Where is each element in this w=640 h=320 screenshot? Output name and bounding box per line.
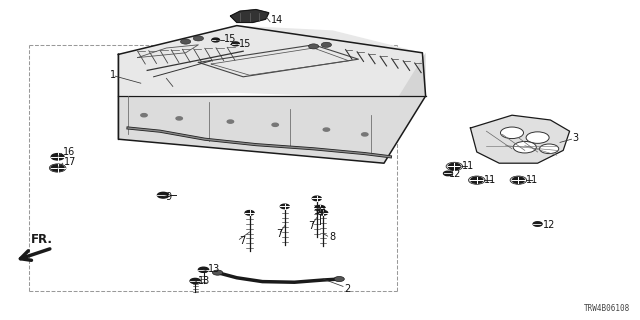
Circle shape — [513, 141, 536, 153]
Text: TRW4B06108: TRW4B06108 — [584, 304, 630, 313]
Circle shape — [513, 177, 524, 183]
Circle shape — [272, 123, 278, 126]
Circle shape — [51, 165, 64, 171]
Circle shape — [533, 222, 542, 226]
Text: 17: 17 — [64, 156, 76, 167]
Polygon shape — [384, 53, 426, 163]
Circle shape — [180, 39, 191, 44]
Circle shape — [319, 211, 328, 215]
Text: 11: 11 — [484, 175, 496, 185]
Circle shape — [446, 162, 463, 171]
Circle shape — [198, 267, 209, 272]
Text: 10: 10 — [314, 206, 326, 216]
Circle shape — [315, 205, 325, 211]
Text: 8: 8 — [329, 232, 335, 243]
Circle shape — [500, 127, 524, 139]
Text: 7: 7 — [276, 228, 283, 239]
Circle shape — [308, 44, 319, 49]
Circle shape — [334, 276, 344, 282]
Text: 15: 15 — [239, 39, 251, 49]
Text: 12: 12 — [449, 169, 461, 180]
Text: 11: 11 — [462, 161, 474, 172]
Circle shape — [245, 211, 254, 215]
Circle shape — [280, 204, 289, 209]
Text: 7: 7 — [239, 236, 245, 246]
Circle shape — [312, 196, 321, 201]
Circle shape — [176, 117, 182, 120]
Circle shape — [323, 128, 330, 131]
Text: 12: 12 — [543, 220, 555, 230]
Circle shape — [471, 177, 483, 183]
Circle shape — [362, 133, 368, 136]
Text: FR.: FR. — [31, 233, 52, 246]
Circle shape — [141, 114, 147, 117]
Text: 11: 11 — [526, 175, 538, 185]
Text: 9: 9 — [165, 192, 172, 203]
Text: 13: 13 — [208, 264, 220, 275]
Circle shape — [53, 166, 62, 170]
Text: 14: 14 — [271, 15, 284, 25]
Polygon shape — [230, 10, 269, 22]
Circle shape — [540, 144, 559, 154]
Circle shape — [51, 154, 64, 160]
Circle shape — [510, 176, 527, 184]
Circle shape — [444, 171, 452, 176]
Text: 2: 2 — [344, 284, 351, 294]
Circle shape — [526, 132, 549, 143]
Text: 13: 13 — [198, 276, 211, 286]
Polygon shape — [118, 96, 426, 163]
Polygon shape — [118, 26, 426, 96]
Circle shape — [468, 176, 485, 184]
Circle shape — [227, 120, 234, 123]
Circle shape — [471, 177, 483, 183]
Text: 3: 3 — [573, 132, 579, 143]
Circle shape — [157, 192, 169, 198]
Circle shape — [212, 38, 220, 42]
Circle shape — [193, 36, 204, 41]
Circle shape — [449, 164, 460, 169]
Circle shape — [212, 270, 223, 275]
Circle shape — [232, 42, 239, 46]
Circle shape — [449, 164, 460, 169]
Text: 15: 15 — [224, 34, 236, 44]
Text: 7: 7 — [308, 220, 315, 231]
Circle shape — [321, 42, 332, 47]
Text: 1: 1 — [110, 70, 116, 80]
Polygon shape — [470, 115, 570, 163]
Circle shape — [513, 177, 524, 183]
Circle shape — [49, 164, 66, 172]
Text: 16: 16 — [63, 147, 75, 157]
Circle shape — [190, 278, 200, 284]
